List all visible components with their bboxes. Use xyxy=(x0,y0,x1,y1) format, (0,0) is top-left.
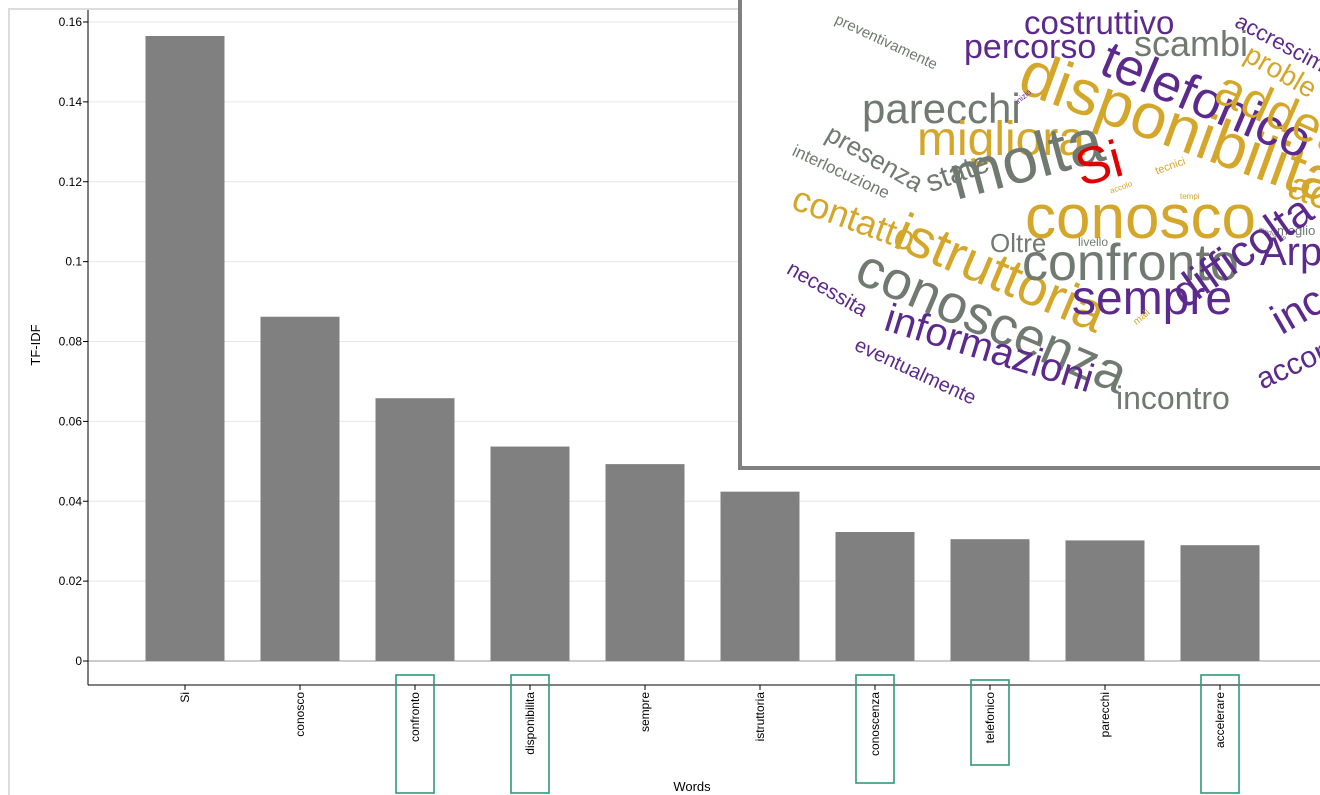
panel-frame-left xyxy=(8,8,10,795)
cloud-word-tecnici: tecnici xyxy=(1153,155,1188,178)
bar-parecchi xyxy=(1065,540,1145,661)
y-tick-label: 0.14 xyxy=(59,95,83,109)
x-tick-label: sempre xyxy=(638,692,652,732)
y-axis-label: TF-IDF xyxy=(28,324,43,365)
y-tick-label: 0.12 xyxy=(59,175,83,189)
x-tick-label: Si xyxy=(178,692,192,703)
y-tick-label: 0.1 xyxy=(65,255,82,269)
cloud-word-livello: livello xyxy=(1078,235,1109,249)
highlight-box-conoscenza xyxy=(855,674,895,784)
x-tick-label: telefonico xyxy=(983,692,997,744)
highlight-box-confronto xyxy=(395,674,435,794)
axes xyxy=(87,10,1320,686)
word-cloud-panel: preventivamente costruttivo accrescim perco… xyxy=(738,0,1320,470)
x-tick-label: disponibilita xyxy=(523,692,537,755)
bar-istruttoria xyxy=(720,491,800,661)
bar-confronto xyxy=(375,398,455,661)
bar-telefonico xyxy=(950,539,1030,661)
bar-conoscenza xyxy=(835,532,915,661)
bar-disponibilita xyxy=(490,446,570,661)
x-axis-label: Words xyxy=(673,779,711,794)
cloud-word-conosco: conosco xyxy=(1025,183,1256,252)
cloud-word-parecchi: parecchi xyxy=(862,85,1021,132)
x-tick-label: parecchi xyxy=(1098,692,1112,737)
cloud-word-confronto: confronto xyxy=(1022,234,1239,292)
cloud-word-tempi: tempi xyxy=(1180,192,1200,201)
bar-sempre xyxy=(605,464,685,661)
bar-accelerare xyxy=(1180,545,1260,661)
highlight-box-telefonico xyxy=(970,679,1010,766)
bars xyxy=(145,35,1260,661)
cloud-word-percorso: percorso xyxy=(964,28,1097,66)
bar-Si xyxy=(145,35,225,661)
cloud-word-scambi: scambi xyxy=(1134,23,1249,64)
cloud-word-incontro: incontro xyxy=(1116,380,1230,416)
cloud-word-arp: Arp xyxy=(1260,230,1320,274)
x-tick-label: accelerare xyxy=(1213,692,1227,748)
highlight-box-disponibilita xyxy=(510,674,550,794)
tick-labels: 0 0.02 0.04 0.06 0.08 0.1 0.12 0.14 0.16 Si conosc… xyxy=(59,15,1227,756)
highlight-box-accelerare xyxy=(1200,674,1240,794)
cloud-word-sempre: sempre xyxy=(1072,272,1233,325)
cloud-word-migliora: migliora xyxy=(917,113,1086,166)
x-tick-label: confronto xyxy=(408,692,422,742)
y-tick-label: 0 xyxy=(75,654,82,668)
cloud-word-inco: inco xyxy=(1262,263,1320,344)
bar-conosco xyxy=(260,316,340,661)
x-tick-label: conosco xyxy=(293,692,307,737)
panel-frame-top xyxy=(8,8,738,10)
cloud-word-meglio: meglio xyxy=(1277,223,1316,238)
cloud-word-oltre: Oltre xyxy=(990,228,1047,258)
highlight-boxes xyxy=(395,674,1240,794)
x-tick-label: istruttoria xyxy=(753,692,767,742)
y-tick-label: 0.02 xyxy=(59,574,83,588)
cloud-word-preventivamente: preventivamente xyxy=(832,11,940,74)
cloud-word-costruttivo: costruttivo xyxy=(1024,4,1175,41)
y-tick-label: 0.04 xyxy=(59,494,83,508)
y-tick-label: 0.08 xyxy=(59,335,83,349)
y-tick-label: 0.06 xyxy=(59,414,83,428)
x-tick-label: conoscenza xyxy=(868,692,882,756)
y-tick-label: 0.16 xyxy=(59,15,83,29)
